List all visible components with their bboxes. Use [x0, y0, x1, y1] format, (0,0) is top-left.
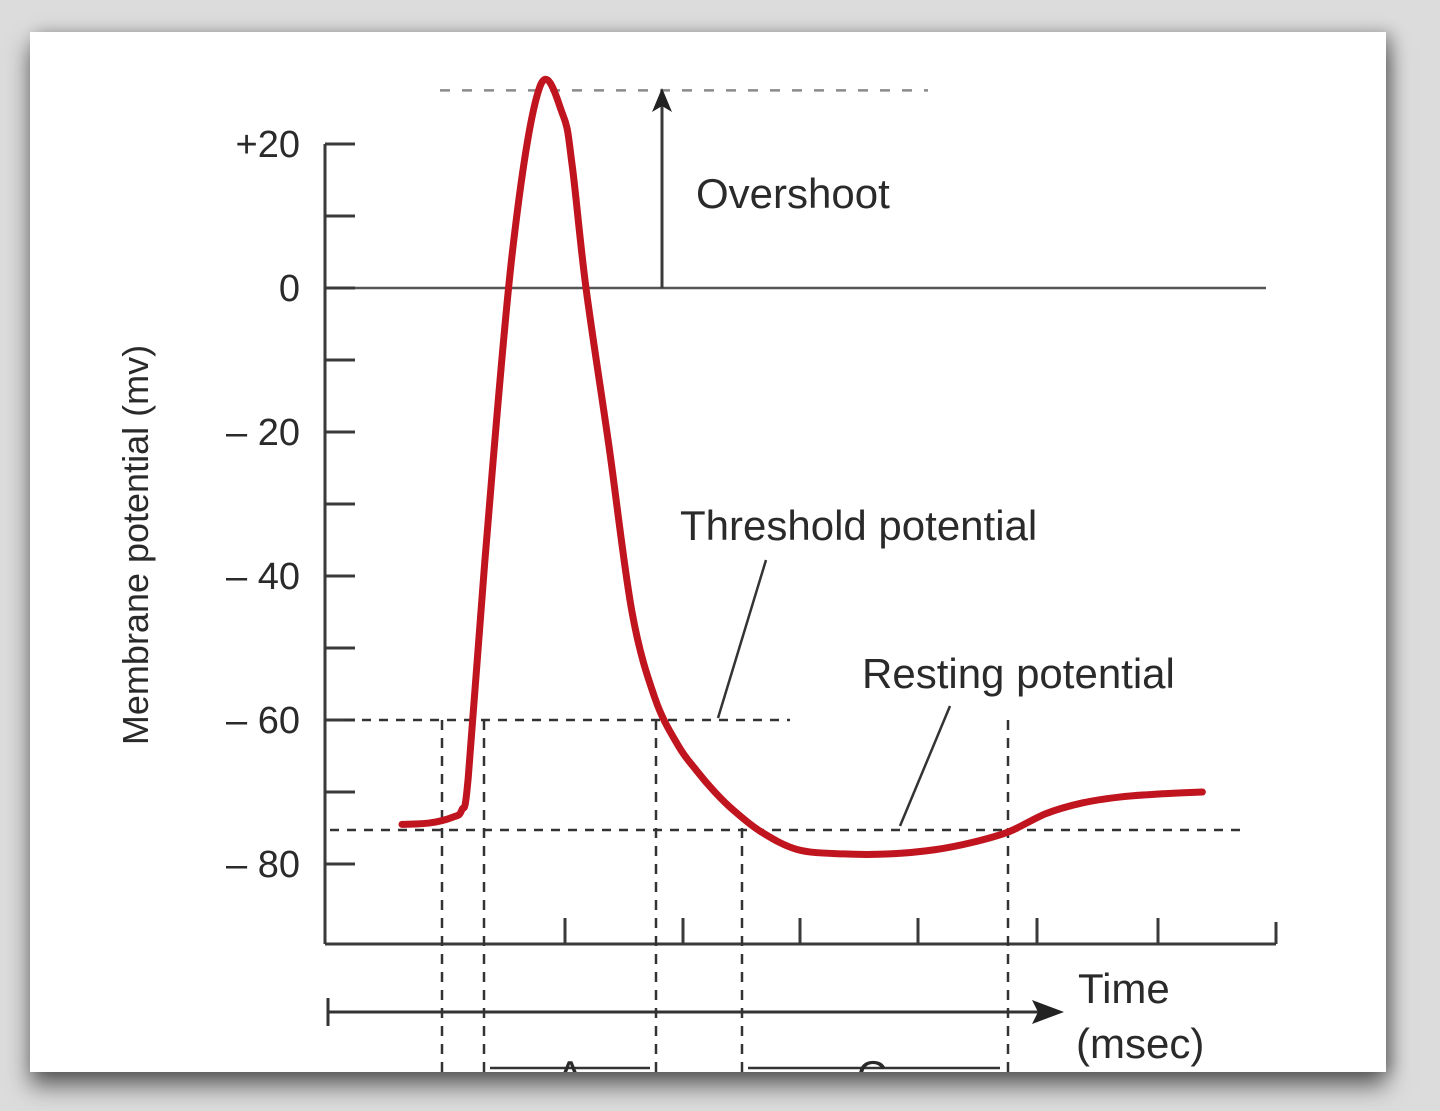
segment-c-label: C: [857, 1052, 887, 1072]
segment-a-label: A: [556, 1052, 584, 1072]
x-axis-title-line1: Time: [1078, 965, 1170, 1012]
overshoot-arrow-head: [652, 88, 672, 112]
y-tick-label: 0: [279, 268, 300, 310]
overshoot-label: Overshoot: [696, 170, 890, 217]
x-axis-title-line2: (msec): [1076, 1020, 1204, 1067]
series-group: [398, 75, 1206, 858]
y-tick-label: +20: [236, 124, 300, 166]
labels: Membrane potential (mv) Time (msec) Over…: [115, 170, 1204, 1072]
y-tick-label: – 80: [226, 844, 300, 886]
threshold-potential-label: Threshold potential: [680, 502, 1037, 549]
action-potential-chart: +20 0 – 20 – 40 – 60 – 80 Membrane potential …: [115, 75, 1278, 1072]
time-arrow-head: [1032, 1000, 1064, 1024]
y-axis-title: Membrane potential (mv): [115, 345, 156, 745]
threshold-leader-line: [716, 559, 768, 719]
y-tick-label: – 20: [226, 412, 300, 454]
resting-potential-label: Resting potential: [862, 650, 1175, 697]
guide-lines: [326, 88, 1240, 1072]
y-tick-label: – 40: [226, 556, 300, 598]
resting-leader-line: [898, 705, 952, 827]
y-tick-label: – 60: [226, 700, 300, 742]
membrane-potential-curve: [398, 75, 1206, 858]
axes: +20 0 – 20 – 40 – 60 – 80: [226, 124, 1278, 946]
chart-card: +20 0 – 20 – 40 – 60 – 80 Membrane potential …: [30, 32, 1386, 1072]
